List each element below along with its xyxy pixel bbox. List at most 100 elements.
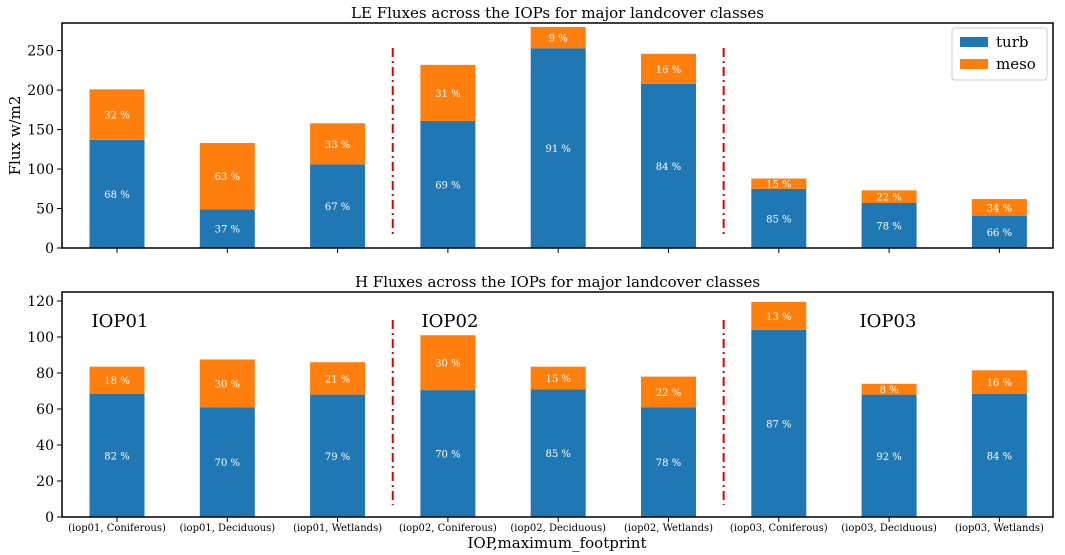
bar-percent-label: 15 %	[766, 180, 791, 191]
bar-percent-label: 92 %	[876, 452, 901, 463]
bar-turb	[89, 393, 145, 517]
bar-turb	[420, 120, 476, 248]
bar-percent-label: 70 %	[435, 450, 460, 461]
bar-percent-label: 37 %	[215, 225, 240, 236]
bar-meso	[861, 190, 917, 203]
bar-turb	[310, 394, 366, 517]
bar-percent-label: 9 %	[549, 34, 568, 45]
bar-meso	[89, 366, 145, 394]
axes-frame	[61, 291, 1054, 518]
bar-percent-label: 16 %	[656, 65, 681, 76]
bar-meso	[310, 123, 366, 165]
bar-percent-label: 66 %	[987, 228, 1012, 239]
bar-turb	[861, 203, 917, 248]
bar-turb	[861, 394, 917, 517]
chart-title: LE Fluxes across the IOPs for major land…	[351, 4, 764, 22]
y-tick-label: 200	[27, 83, 54, 99]
x-axis-label: IOP,maximum_footprint	[468, 534, 647, 552]
bar-percent-label: 67 %	[325, 202, 350, 213]
bar-turb	[530, 389, 586, 517]
iop-group-label: IOP01	[92, 311, 149, 332]
bar-percent-label: 15 %	[545, 374, 570, 385]
bar-percent-label: 63 %	[215, 172, 240, 183]
bar-percent-label: 32 %	[104, 111, 129, 122]
bar-turb	[199, 407, 255, 517]
bar-meso	[199, 359, 255, 408]
bar-turb	[751, 329, 807, 517]
iop-group-label: IOP03	[860, 311, 917, 332]
bar-percent-label: 84 %	[987, 451, 1012, 462]
y-tick-label: 20	[36, 474, 54, 490]
legend-label-turb: turb	[996, 33, 1028, 51]
bar-turb	[199, 209, 255, 248]
bar-meso	[530, 26, 586, 49]
bar-percent-label: 18 %	[104, 376, 129, 387]
bar-percent-label: 82 %	[104, 451, 129, 462]
bar-turb	[641, 407, 696, 517]
legend-swatch-meso	[960, 59, 988, 69]
y-tick-label: 40	[36, 438, 54, 454]
y-tick-label: 150	[27, 123, 54, 139]
bar-percent-label: 22 %	[876, 193, 901, 204]
bar-meso	[310, 362, 366, 395]
bar-meso	[971, 370, 1027, 394]
bar-turb	[641, 83, 696, 248]
bar-percent-label: 91 %	[545, 144, 570, 155]
y-axis-label: Flux w/m2	[6, 96, 24, 176]
bar-meso	[641, 376, 696, 408]
bar-percent-label: 22 %	[656, 388, 681, 399]
legend-label-meso: meso	[996, 55, 1036, 73]
bar-meso	[199, 143, 255, 210]
y-tick-label: 80	[36, 366, 54, 382]
bar-percent-label: 85 %	[766, 214, 791, 225]
x-tick-label: (iop03, Wetlands)	[955, 523, 1044, 534]
x-tick-label: (iop01, Deciduous)	[179, 523, 275, 534]
bar-percent-label: 33 %	[325, 140, 350, 151]
iop-group-label: IOP02	[422, 311, 479, 332]
legend-swatch-turb	[960, 37, 988, 47]
bar-meso	[751, 301, 807, 330]
bar-percent-label: 69 %	[435, 180, 460, 191]
bar-meso	[751, 178, 807, 189]
y-tick-label: 60	[36, 402, 54, 418]
bar-percent-label: 70 %	[215, 458, 240, 469]
bar-percent-label: 79 %	[325, 452, 350, 463]
x-tick-label: (iop03, Coniferous)	[730, 523, 828, 534]
y-tick-label: 100	[27, 162, 54, 178]
bar-percent-label: 8 %	[880, 385, 899, 396]
chart-title: H Fluxes across the IOPs for major landc…	[355, 273, 760, 291]
bar-turb	[751, 188, 807, 248]
y-tick-label: 250	[27, 44, 54, 60]
x-tick-label: (iop03, Deciduous)	[841, 523, 937, 534]
x-tick-label: (iop02, Deciduous)	[510, 523, 606, 534]
bar-percent-label: 13 %	[766, 312, 791, 323]
bar-percent-label: 16 %	[987, 378, 1012, 389]
bar-percent-label: 78 %	[656, 458, 681, 469]
bar-meso	[971, 199, 1027, 216]
bar-percent-label: 31 %	[435, 89, 460, 100]
x-tick-label: (iop01, Wetlands)	[293, 523, 382, 534]
y-tick-label: 100	[27, 330, 54, 346]
bar-meso	[89, 89, 145, 140]
bar-turb	[971, 215, 1027, 248]
x-tick-label: (iop02, Wetlands)	[624, 523, 713, 534]
bar-meso	[861, 383, 917, 395]
y-tick-label: 0	[45, 241, 54, 257]
y-tick-label: 120	[27, 294, 54, 310]
bar-percent-label: 87 %	[766, 419, 791, 430]
bar-percent-label: 21 %	[325, 374, 350, 385]
bar-turb	[420, 390, 476, 517]
y-tick-label: 50	[36, 202, 54, 218]
bar-percent-label: 78 %	[876, 222, 901, 233]
bar-turb	[89, 139, 145, 248]
bar-turb	[971, 393, 1027, 517]
bar-percent-label: 84 %	[656, 162, 681, 173]
bar-turb	[310, 164, 366, 248]
x-tick-label: (iop01, Coniferous)	[68, 523, 166, 534]
y-tick-label: 0	[45, 510, 54, 526]
bar-meso	[641, 53, 696, 84]
bar-percent-label: 68 %	[104, 190, 129, 201]
bar-percent-label: 34 %	[987, 203, 1012, 214]
bar-percent-label: 85 %	[545, 449, 570, 460]
